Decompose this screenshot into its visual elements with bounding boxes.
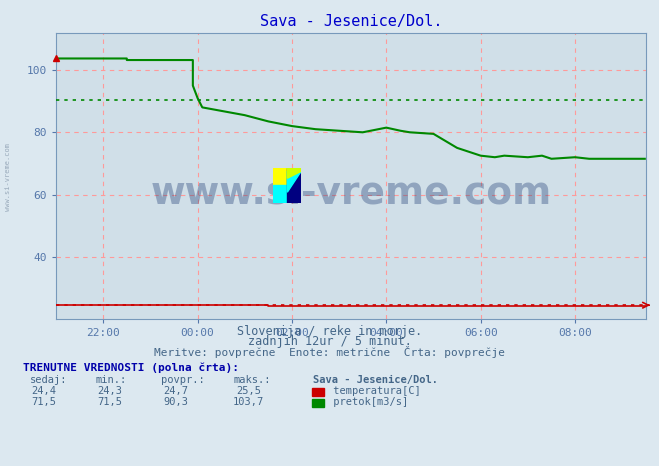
Text: pretok[m3/s]: pretok[m3/s] <box>327 397 408 407</box>
Text: temperatura[C]: temperatura[C] <box>327 386 420 396</box>
Text: 24,3: 24,3 <box>98 386 123 396</box>
Text: sedaj:: sedaj: <box>30 375 67 385</box>
Text: min.:: min.: <box>96 375 127 385</box>
Text: www.si-vreme.com: www.si-vreme.com <box>150 175 552 211</box>
Text: 71,5: 71,5 <box>98 397 123 407</box>
Text: povpr.:: povpr.: <box>161 375 205 385</box>
Text: Sava - Jesenice/Dol.: Sava - Jesenice/Dol. <box>313 375 438 385</box>
Text: www.si-vreme.com: www.si-vreme.com <box>5 143 11 211</box>
Text: Slovenija / reke in morje.: Slovenija / reke in morje. <box>237 325 422 337</box>
Text: zadnjih 12ur / 5 minut.: zadnjih 12ur / 5 minut. <box>248 336 411 348</box>
Bar <box>287 168 301 203</box>
Polygon shape <box>287 168 301 178</box>
Text: TRENUTNE VREDNOSTI (polna črta):: TRENUTNE VREDNOSTI (polna črta): <box>23 363 239 373</box>
Text: 71,5: 71,5 <box>32 397 57 407</box>
Text: maks.:: maks.: <box>234 375 272 385</box>
Text: 24,4: 24,4 <box>32 386 57 396</box>
Title: Sava - Jesenice/Dol.: Sava - Jesenice/Dol. <box>260 14 442 29</box>
Text: 103,7: 103,7 <box>233 397 264 407</box>
Text: 25,5: 25,5 <box>236 386 261 396</box>
Text: 24,7: 24,7 <box>163 386 188 396</box>
Polygon shape <box>287 171 301 192</box>
Text: 90,3: 90,3 <box>163 397 188 407</box>
Bar <box>273 185 287 203</box>
Text: Meritve: povprečne  Enote: metrične  Črta: povprečje: Meritve: povprečne Enote: metrične Črta:… <box>154 346 505 358</box>
Bar <box>273 168 287 185</box>
